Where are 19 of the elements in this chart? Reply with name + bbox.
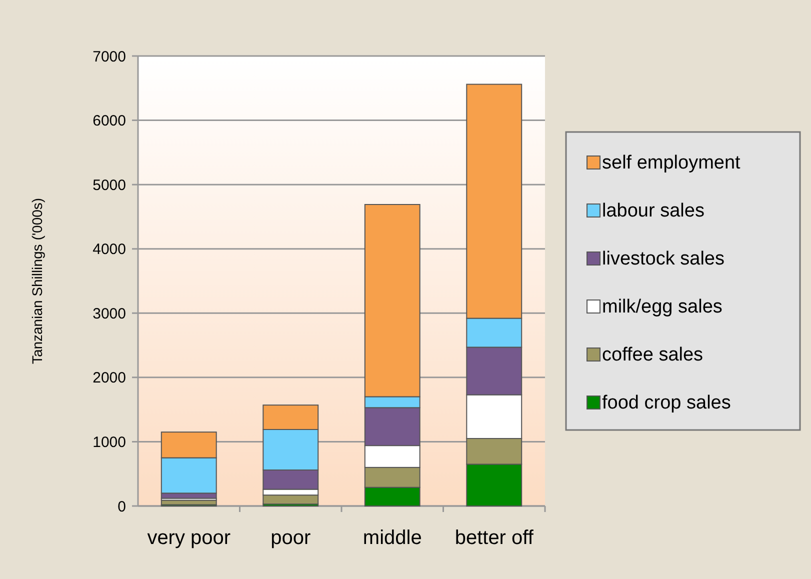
legend-label: milk/egg sales — [602, 296, 722, 318]
y-tick-label: 0 — [118, 498, 126, 516]
y-tick-label: 3000 — [92, 305, 126, 322]
y-tick-label: 4000 — [92, 241, 126, 258]
legend-label: coffee sales — [602, 344, 704, 366]
legend-label: self employment — [602, 152, 742, 174]
y-tick-label: 2000 — [92, 370, 126, 387]
x-tick-label: poor — [270, 527, 311, 549]
y-tick-label: 1000 — [92, 434, 126, 451]
y-tick-label: 5000 — [92, 176, 126, 194]
y-axis-title: Tanzanian Shillings ('000s) — [29, 198, 45, 364]
legend-label: labour sales — [602, 200, 704, 222]
x-tick-label: very poor — [147, 527, 231, 549]
y-tick-label: 7000 — [92, 48, 126, 66]
legend-label: livestock sales — [602, 248, 724, 270]
legend-label: food crop sales — [602, 392, 731, 414]
x-tick-label: better off — [454, 527, 534, 549]
x-tick-label: middle — [362, 527, 422, 549]
y-tick-label: 6000 — [92, 112, 126, 130]
